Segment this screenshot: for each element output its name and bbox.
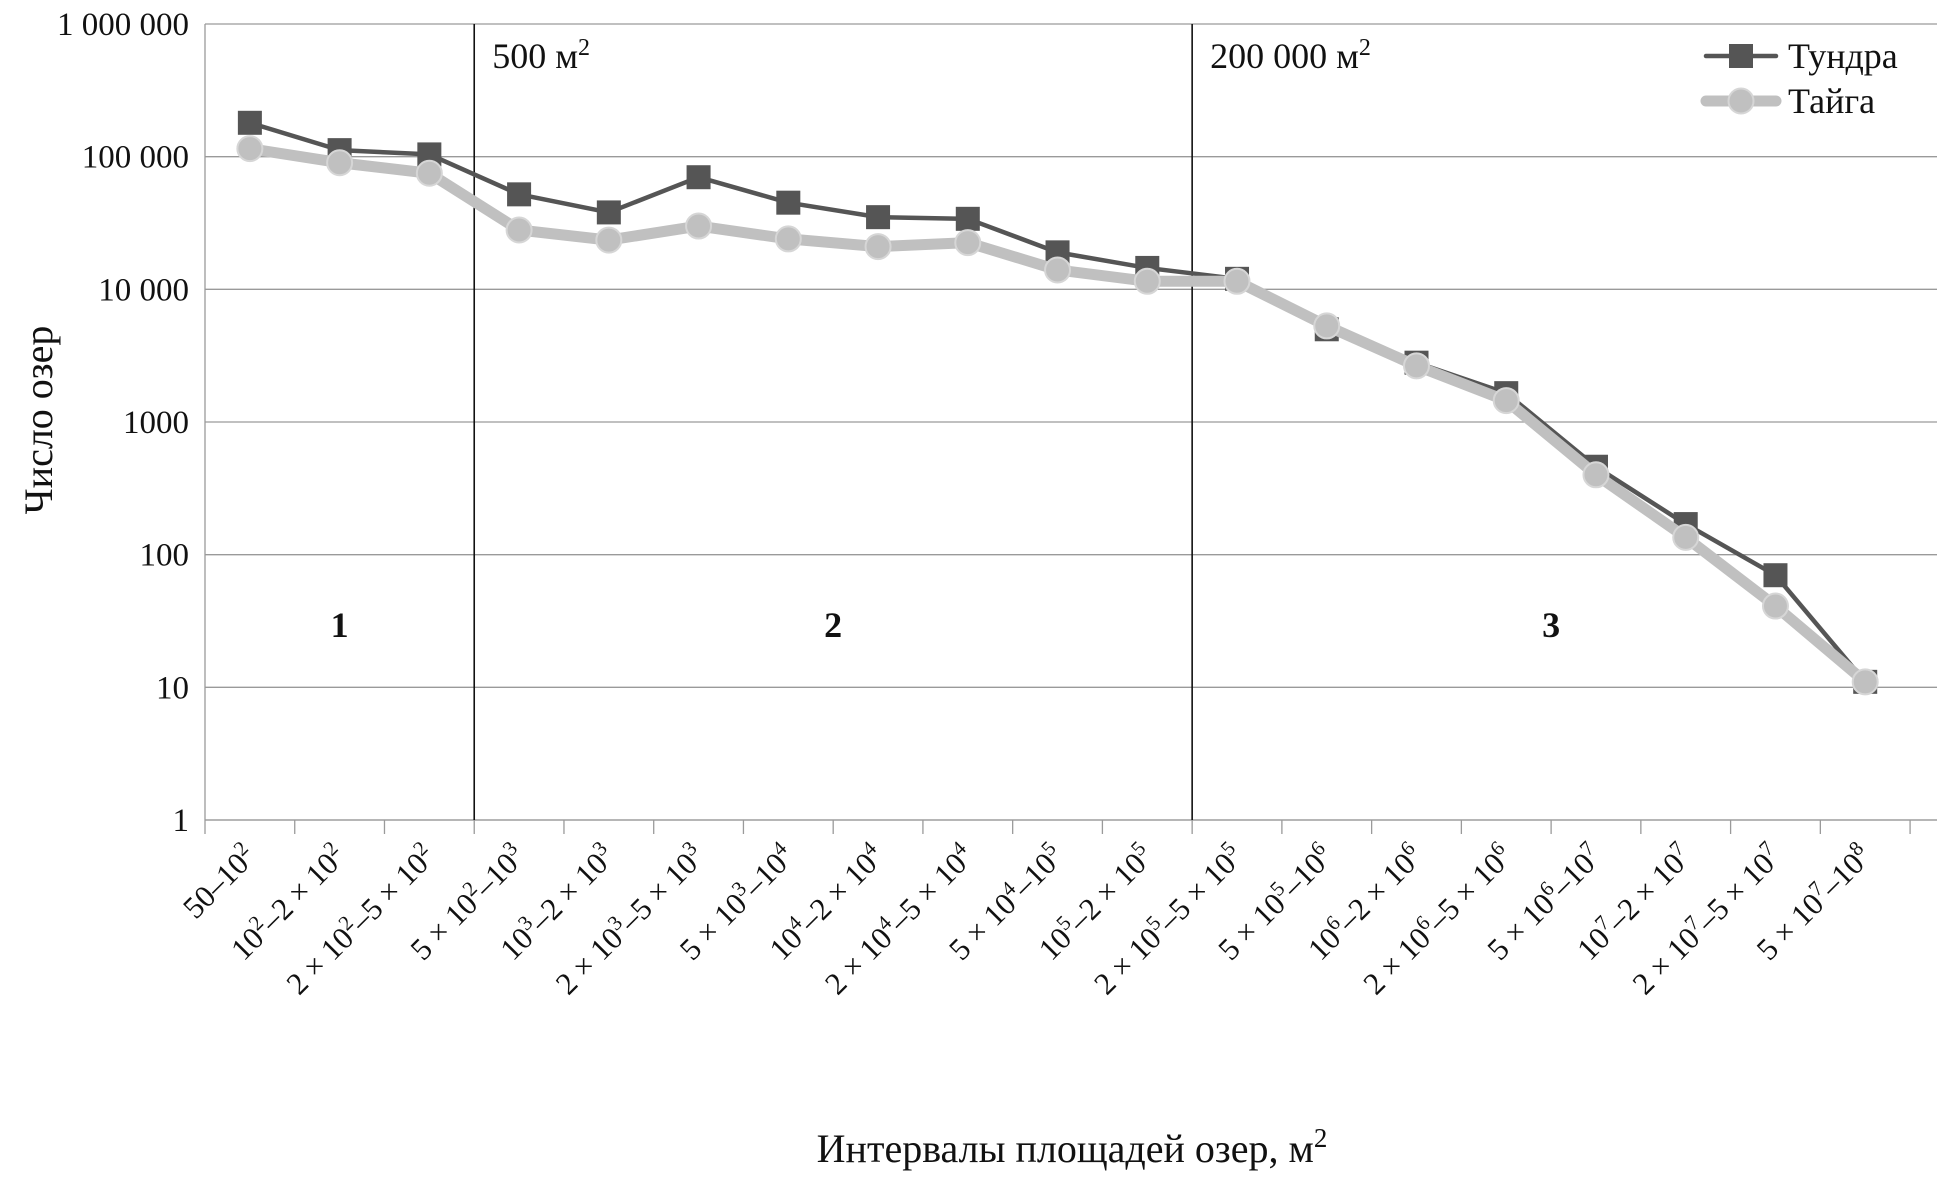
data-point-taiga (774, 225, 802, 253)
data-point-tundra (237, 110, 262, 135)
x-tick-label: 2 × 103–5 × 103 (546, 836, 711, 1001)
y-tick-label: 100 (140, 538, 190, 574)
data-point-tundra (1763, 563, 1788, 588)
data-point-taiga (954, 229, 982, 257)
data-point-taiga (1672, 523, 1700, 551)
data-point-taiga (595, 226, 623, 254)
y-tick-label: 1 (173, 803, 190, 839)
data-point-taiga (1761, 592, 1789, 620)
zone-label: 1 (331, 605, 349, 645)
threshold-label: 200 000 м2 (1210, 35, 1371, 76)
data-point-taiga (1044, 256, 1072, 284)
legend-label: Тайга (1788, 81, 1875, 121)
data-point-tundra (686, 165, 711, 190)
data-point-taiga (505, 216, 533, 244)
legend-marker (1727, 87, 1755, 115)
data-point-taiga (864, 233, 892, 261)
data-point-taiga (685, 212, 713, 240)
data-point-taiga (1851, 668, 1879, 696)
y-tick-label: 10 (156, 670, 189, 706)
series-line-1 (244, 143, 1871, 688)
data-point-taiga (236, 135, 264, 163)
data-point-taiga (415, 159, 443, 187)
data-point-taiga (1403, 352, 1431, 380)
x-tick-label: 2 × 106–5 × 106 (1354, 836, 1519, 1001)
legend-marker (1729, 44, 1753, 68)
data-point-tundra (776, 190, 801, 215)
x-axis-title: Интервалы площадей озер, м2 (817, 1123, 1328, 1171)
threshold-label: 500 м2 (492, 35, 590, 76)
data-point-taiga (1313, 312, 1341, 340)
data-point-taiga (1223, 267, 1251, 295)
x-tick-label: 2 × 105–5 × 105 (1085, 836, 1250, 1001)
y-axis-title: Число озер (16, 326, 61, 515)
y-tick-label: 100 000 (82, 140, 189, 176)
zone-label: 2 (824, 605, 842, 645)
data-point-taiga (1492, 387, 1520, 415)
data-point-taiga (1582, 461, 1610, 489)
y-tick-label: 1000 (123, 405, 189, 441)
y-tick-label: 10 000 (98, 272, 189, 308)
legend-label: Тундра (1788, 36, 1898, 76)
data-point-tundra (507, 182, 532, 207)
y-tick-label: 1 000 000 (57, 7, 189, 43)
data-point-taiga (1133, 267, 1161, 295)
data-point-tundra (955, 206, 980, 231)
x-tick-label: 2 × 102–5 × 102 (277, 836, 442, 1001)
zone-label: 3 (1542, 605, 1560, 645)
data-point-tundra (596, 200, 621, 225)
x-tick-label: 2 × 104–5 × 104 (816, 836, 981, 1001)
x-tick-label: 2 × 107–5 × 107 (1623, 836, 1788, 1001)
data-point-taiga (326, 149, 354, 177)
data-point-tundra (866, 205, 891, 230)
